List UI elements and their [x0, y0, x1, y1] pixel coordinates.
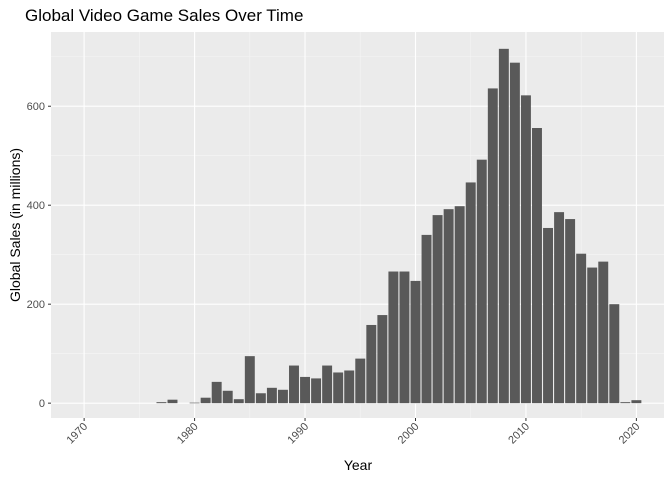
x-tick-label: 2000 — [396, 421, 422, 447]
bar-1982 — [211, 381, 222, 404]
bar-1995 — [355, 358, 366, 404]
x-tick-label: 1970 — [64, 421, 90, 447]
x-tick-label: 1980 — [175, 421, 201, 447]
bar-1996 — [366, 324, 377, 404]
bar-2008 — [498, 48, 509, 404]
bar-1990 — [300, 376, 311, 404]
bar-2013 — [554, 212, 565, 404]
bar-2002 — [432, 215, 443, 404]
x-tick-label: 1990 — [285, 421, 311, 447]
bar-2017 — [598, 261, 609, 404]
bar-2019 — [620, 402, 631, 404]
x-axis-title: Year — [344, 457, 373, 473]
bar-2016 — [587, 267, 598, 404]
x-axis: 1970 1980 1990 2000 2010 2020 — [64, 418, 643, 447]
bar-1984 — [233, 399, 244, 404]
bar-1991 — [311, 378, 322, 404]
bar-1986 — [255, 393, 266, 404]
bar-2000 — [410, 280, 421, 404]
bar-1977 — [156, 402, 167, 404]
bar-1978 — [167, 399, 178, 404]
bar-2007 — [487, 88, 498, 404]
bar-1992 — [322, 365, 333, 404]
bars — [156, 48, 642, 404]
y-tick-label: 200 — [27, 299, 45, 311]
bar-2011 — [532, 128, 542, 404]
x-tick-label: 2010 — [506, 421, 532, 447]
bar-2010 — [520, 95, 531, 404]
bar-2020 — [631, 400, 642, 404]
y-axis-title: Global Sales (in millions) — [7, 148, 23, 302]
bar-2001 — [421, 234, 432, 404]
bar-2003 — [443, 209, 454, 404]
bar-1980 — [189, 402, 200, 404]
bar-1981 — [200, 397, 211, 404]
grid-minor — [51, 32, 664, 418]
chart-title: Global Video Game Sales Over Time — [25, 6, 304, 25]
bar-1998 — [388, 271, 399, 404]
bar-2014 — [565, 219, 576, 404]
y-tick-label: 600 — [27, 101, 45, 113]
x-tick-label: 2020 — [617, 421, 643, 447]
bar-2006 — [476, 159, 487, 404]
bar-2012 — [543, 227, 553, 404]
bar-1985 — [244, 356, 255, 404]
bar-1997 — [377, 315, 388, 404]
y-axis: 0 200 400 600 — [27, 101, 51, 410]
bar-2009 — [509, 62, 520, 404]
y-tick-label: 0 — [39, 398, 45, 410]
bar-1989 — [289, 365, 299, 404]
bar-1988 — [277, 389, 288, 404]
bar-2005 — [465, 182, 476, 404]
bar-1983 — [222, 390, 233, 404]
bar-2018 — [609, 304, 620, 404]
bar-1994 — [344, 370, 355, 404]
bar-2004 — [454, 206, 465, 404]
bar-1999 — [399, 271, 410, 404]
bar-2015 — [576, 253, 587, 404]
y-tick-label: 400 — [27, 200, 45, 212]
bar-1987 — [266, 387, 277, 404]
bar-1993 — [333, 372, 344, 404]
